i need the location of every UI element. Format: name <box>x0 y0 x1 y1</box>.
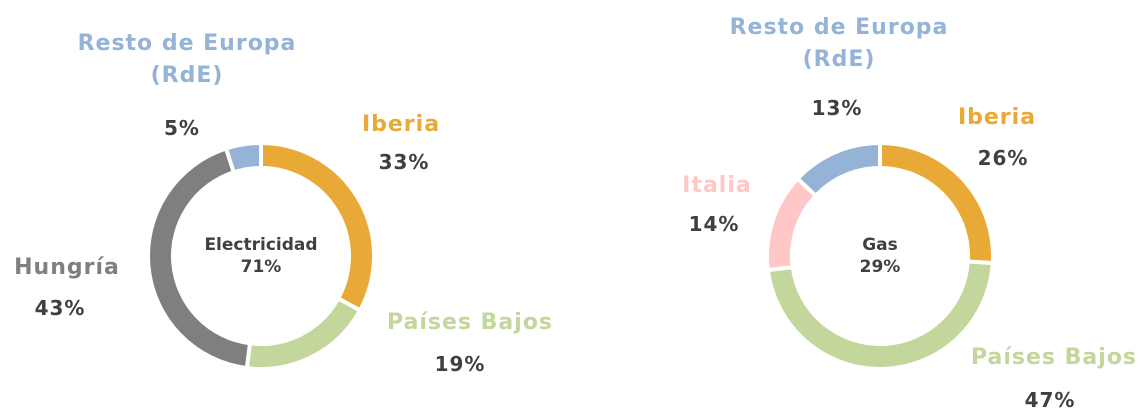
category-label: Italia <box>682 173 752 198</box>
category-label: Países Bajos <box>970 345 1138 370</box>
donut-slice <box>259 140 376 314</box>
category-label: Hungría <box>14 255 120 280</box>
center-text: Gas 29% <box>860 234 901 278</box>
center-label: Gas <box>862 235 898 255</box>
value-label: 47% <box>1024 388 1076 412</box>
value-label: 43% <box>34 296 86 320</box>
category-label: Países Bajos <box>386 310 554 335</box>
category-label: Resto de Europa (RdE) <box>77 31 297 88</box>
donut-slice <box>223 140 263 175</box>
center-label: Electricidad <box>204 235 318 255</box>
category-label: Iberia <box>957 105 1037 130</box>
value-label: 13% <box>811 96 863 120</box>
category-label: Iberia <box>361 112 441 137</box>
donut-slice <box>244 295 363 371</box>
value-label: 19% <box>434 352 486 376</box>
value-label: 5% <box>164 116 200 140</box>
center-value-label: 29% <box>859 257 901 277</box>
donut-slice <box>765 175 819 273</box>
value-label: 14% <box>688 212 740 236</box>
value-label: 26% <box>977 146 1029 170</box>
value-label: 33% <box>378 150 430 174</box>
category-label: Resto de Europa (RdE) <box>729 15 949 72</box>
center-value-label: 71% <box>240 257 282 277</box>
donut-slice <box>794 140 882 199</box>
center-text: Electricidad 71% <box>204 234 317 278</box>
